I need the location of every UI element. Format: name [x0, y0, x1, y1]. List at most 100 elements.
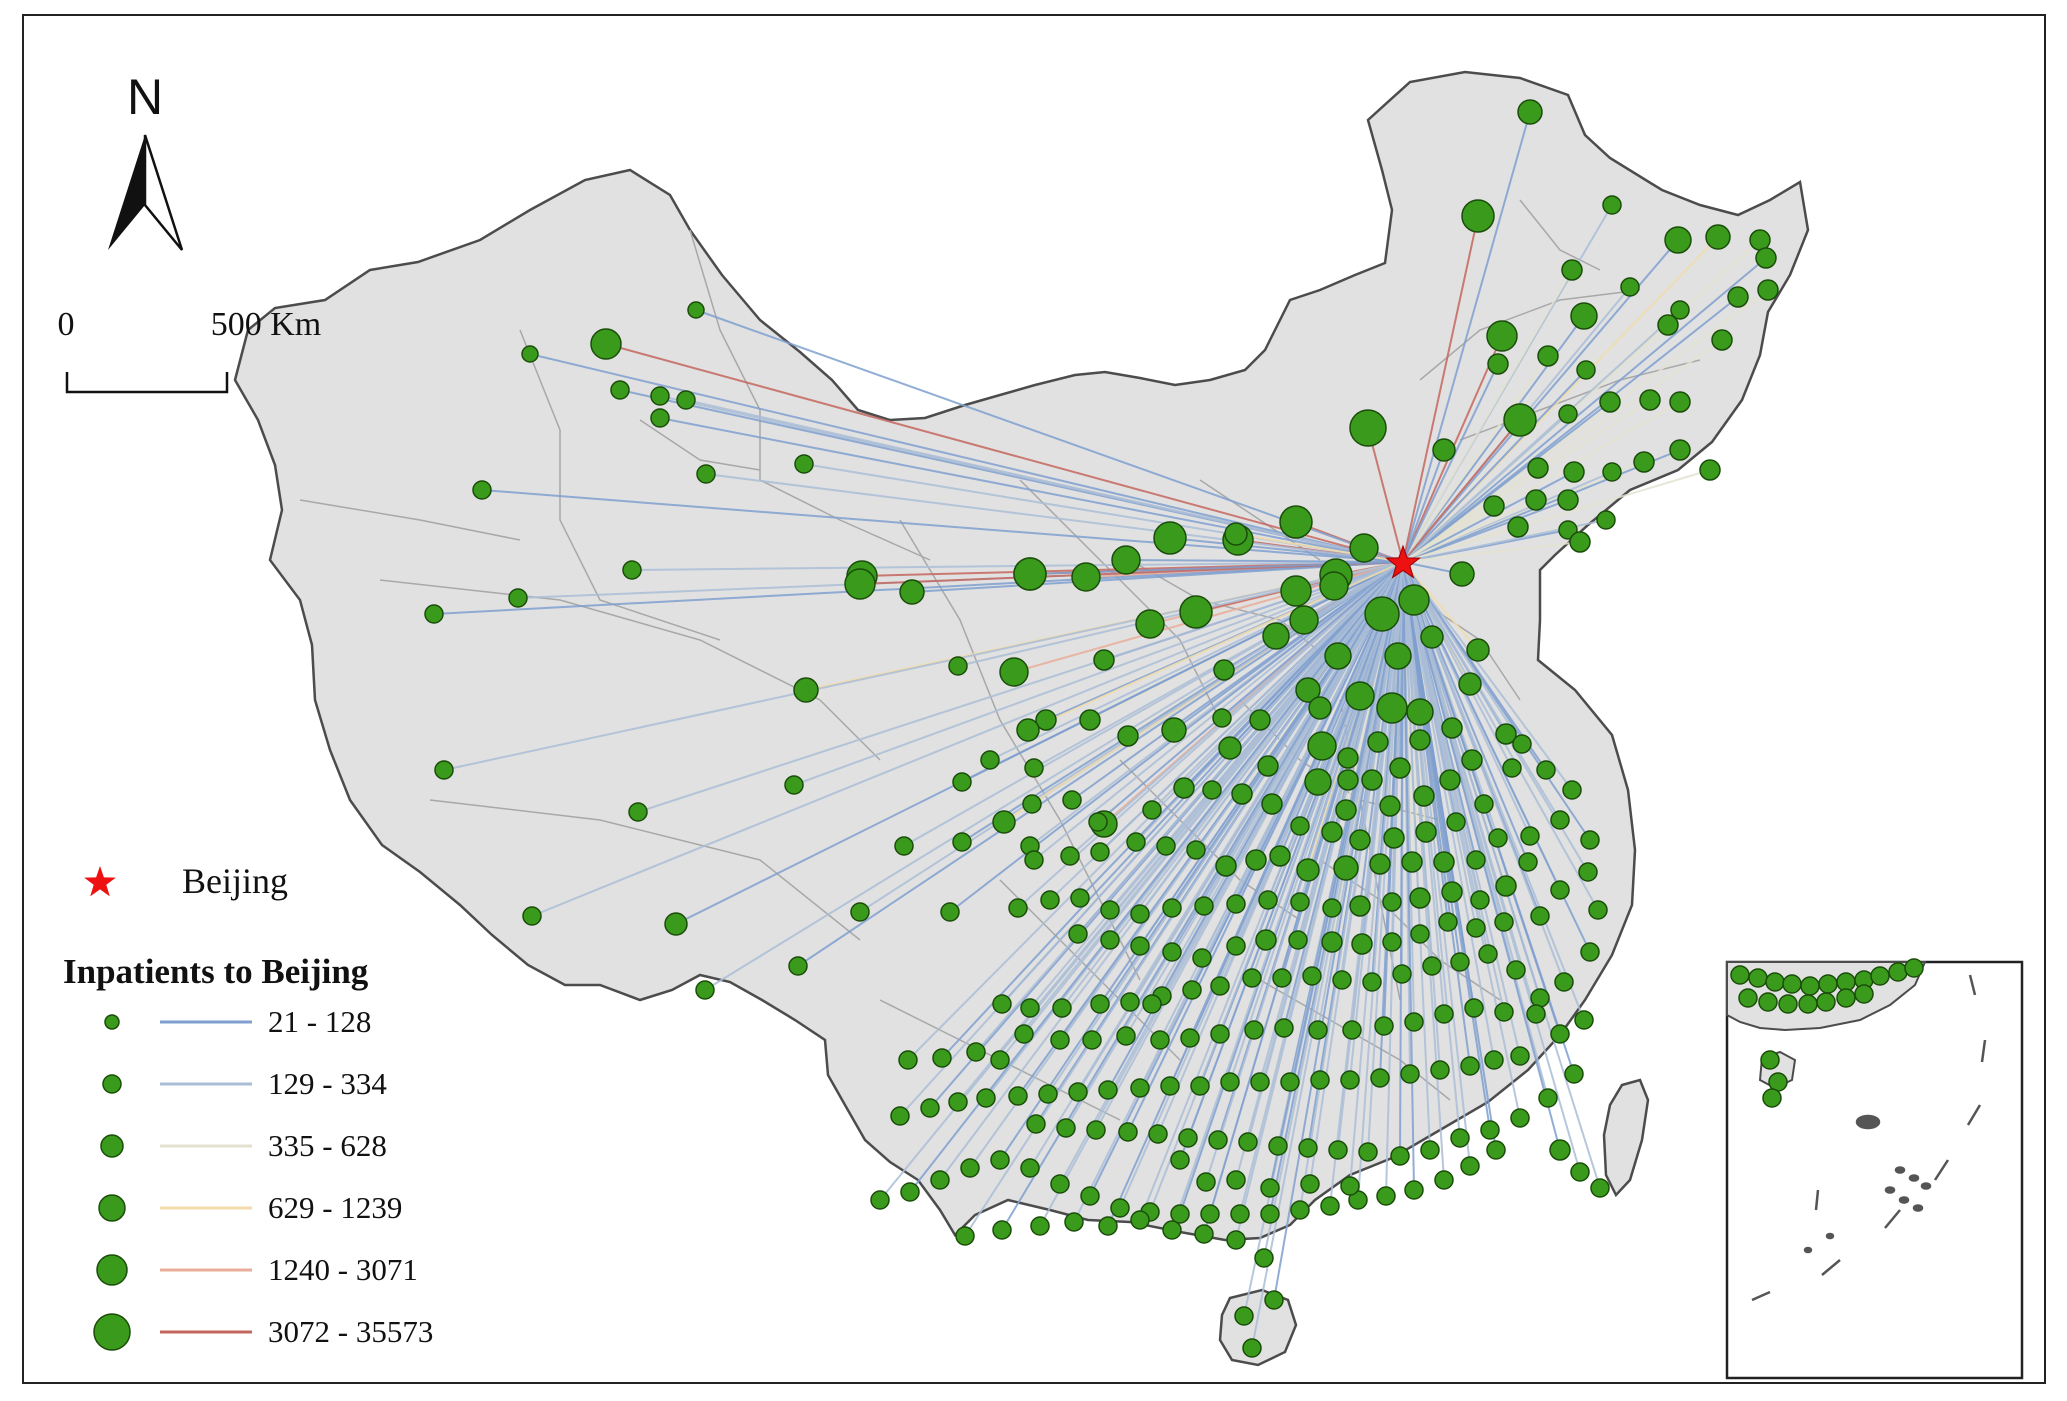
origin-dot: [1230, 1204, 1250, 1224]
origin-dot: [1699, 459, 1721, 481]
origin-dot: [1308, 1020, 1328, 1040]
origin-dot: [1494, 1002, 1514, 1022]
origin-dot: [664, 912, 688, 936]
origin-dot: [1570, 1162, 1590, 1182]
origin-dot: [1430, 1060, 1450, 1080]
origin-dot: [1008, 898, 1028, 918]
flow-line: [1402, 561, 1573, 791]
origin-dot: [1182, 980, 1202, 1000]
flow-line: [1402, 499, 1569, 563]
origin-dot: [1510, 1108, 1530, 1128]
origin-dot: [1268, 1136, 1288, 1156]
origin-dot: [1307, 731, 1337, 761]
flow-line: [1402, 363, 1499, 563]
flow-line: [1329, 561, 1404, 1207]
origin-dot: [1484, 1050, 1504, 1070]
origin-dot: [1561, 259, 1583, 281]
origin-dot: [890, 1106, 910, 1126]
origin-dot: [1030, 1216, 1050, 1236]
origin-dot: [1506, 960, 1526, 980]
origin-dot: [1190, 1076, 1210, 1096]
origin-dot: [1536, 760, 1556, 780]
origin-dot: [1342, 1020, 1362, 1040]
origin-dot: [1150, 1030, 1170, 1050]
flow-line: [531, 561, 1404, 917]
origin-dot: [1580, 830, 1600, 850]
origin-dot: [687, 301, 705, 319]
origin-dot: [522, 906, 542, 926]
origin-dot: [1024, 758, 1044, 778]
origin-dot: [1245, 849, 1267, 871]
origin-dot: [1090, 994, 1110, 1014]
flow-line: [1402, 561, 1471, 1067]
flow-line: [903, 561, 1404, 847]
flow-line: [1299, 561, 1404, 1211]
origin-dot: [1705, 224, 1731, 250]
origin-dot: [1466, 638, 1490, 662]
origin-dot: [1458, 672, 1482, 696]
origin-dot: [1255, 929, 1277, 951]
origin-dot: [1503, 403, 1537, 437]
origin-dot: [650, 408, 670, 428]
origin-dot: [1494, 912, 1514, 932]
origin-dot: [1218, 736, 1242, 760]
origin-dot: [1538, 1088, 1558, 1108]
flow-line: [941, 561, 1404, 1059]
origin-dot: [1088, 812, 1108, 832]
origin-dot: [1409, 887, 1431, 909]
origin-dot: [1367, 731, 1389, 753]
origin-dot: [850, 902, 870, 922]
origin-dot: [1335, 799, 1357, 821]
origin-dot: [1022, 794, 1042, 814]
origin-dot: [1578, 862, 1598, 882]
origin-dot: [1262, 622, 1290, 650]
origin-dot: [610, 380, 630, 400]
origin-dot: [1098, 1216, 1118, 1236]
origin-dot: [1374, 1016, 1394, 1036]
origin-dot: [1530, 988, 1550, 1008]
origin-dot: [1520, 826, 1540, 846]
origin-dot: [1194, 896, 1214, 916]
inset-dot: [1748, 968, 1768, 988]
origin-dot: [794, 454, 814, 474]
origin-dot: [1558, 404, 1578, 424]
origin-dot: [1361, 769, 1383, 791]
origin-dot: [1272, 968, 1292, 988]
origin-dot: [1320, 1196, 1340, 1216]
origin-dot: [1483, 495, 1505, 517]
flow-line: [1402, 399, 1651, 563]
origin-dot: [1279, 505, 1313, 539]
flow-line: [1049, 561, 1404, 901]
origin-dot: [1013, 557, 1047, 591]
origin-dot: [1295, 677, 1321, 703]
origin-dot: [1550, 810, 1570, 830]
flow-line: [529, 353, 1404, 563]
inset-dot: [1730, 965, 1750, 985]
flow-line: [1402, 111, 1531, 563]
origin-dot: [1461, 749, 1483, 771]
origin-dot: [1406, 698, 1434, 726]
origin-dot: [1117, 725, 1139, 747]
origin-dot: [1328, 1140, 1348, 1160]
origin-dot: [1213, 659, 1235, 681]
origin-dot: [1080, 1186, 1100, 1206]
inset-dot: [1836, 988, 1856, 1008]
origin-dot: [1210, 1024, 1230, 1044]
origin-dot: [1466, 918, 1486, 938]
origin-dot: [1369, 853, 1391, 875]
origin-dot: [1234, 1306, 1254, 1326]
origin-dot: [1238, 1132, 1258, 1152]
origin-dot: [1260, 1178, 1280, 1198]
origin-dot: [1008, 1086, 1028, 1106]
origin-dot: [1250, 1072, 1270, 1092]
origin-dot: [788, 956, 808, 976]
origin-dot: [1337, 747, 1359, 769]
origin-dot: [999, 657, 1029, 687]
origin-dot: [1510, 1046, 1530, 1066]
flow-line: [1367, 427, 1404, 563]
origin-dot: [1390, 1146, 1410, 1166]
origin-dot: [1633, 451, 1655, 473]
origin-dot: [1434, 1170, 1454, 1190]
origin-dot: [1590, 1178, 1610, 1198]
origin-dot: [1290, 892, 1310, 912]
